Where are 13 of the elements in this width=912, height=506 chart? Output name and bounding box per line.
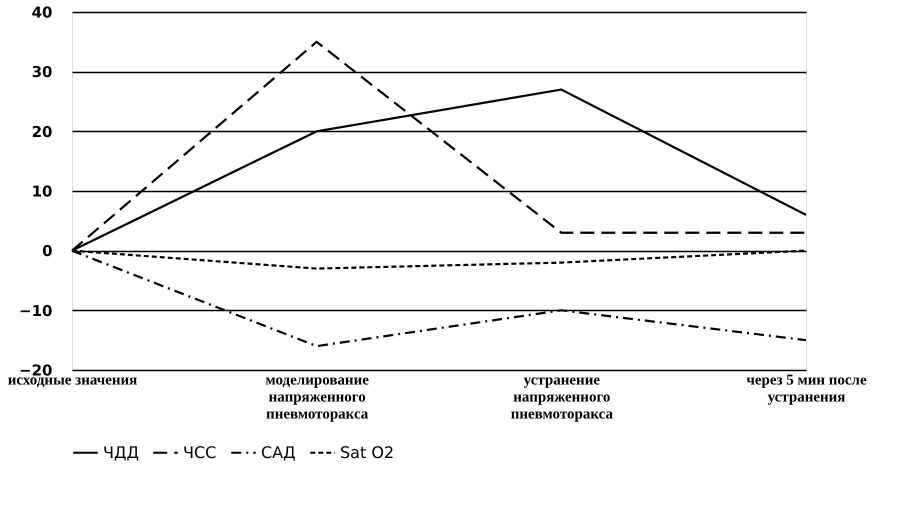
y-tick-label: 20: [32, 122, 52, 141]
legend-label: САД: [261, 442, 296, 462]
legend-label: ЧСС: [183, 442, 216, 462]
y-tick-label: 40: [32, 4, 52, 22]
x-tick-label: через 5 мин после устранения: [746, 372, 867, 406]
y-tick-label: 10: [32, 182, 52, 200]
legend-label: Sat O2: [340, 442, 394, 462]
y-tick-label: −10: [19, 302, 52, 320]
legend-label: ЧДД: [103, 442, 139, 462]
x-tick-label: моделирование напряженного пневмоторакса: [265, 372, 370, 422]
y-tick-label: 0: [42, 242, 52, 260]
x-tick-label: устранение напряженного пневмоторакса: [510, 372, 614, 422]
y-tick-label: 30: [32, 63, 52, 82]
